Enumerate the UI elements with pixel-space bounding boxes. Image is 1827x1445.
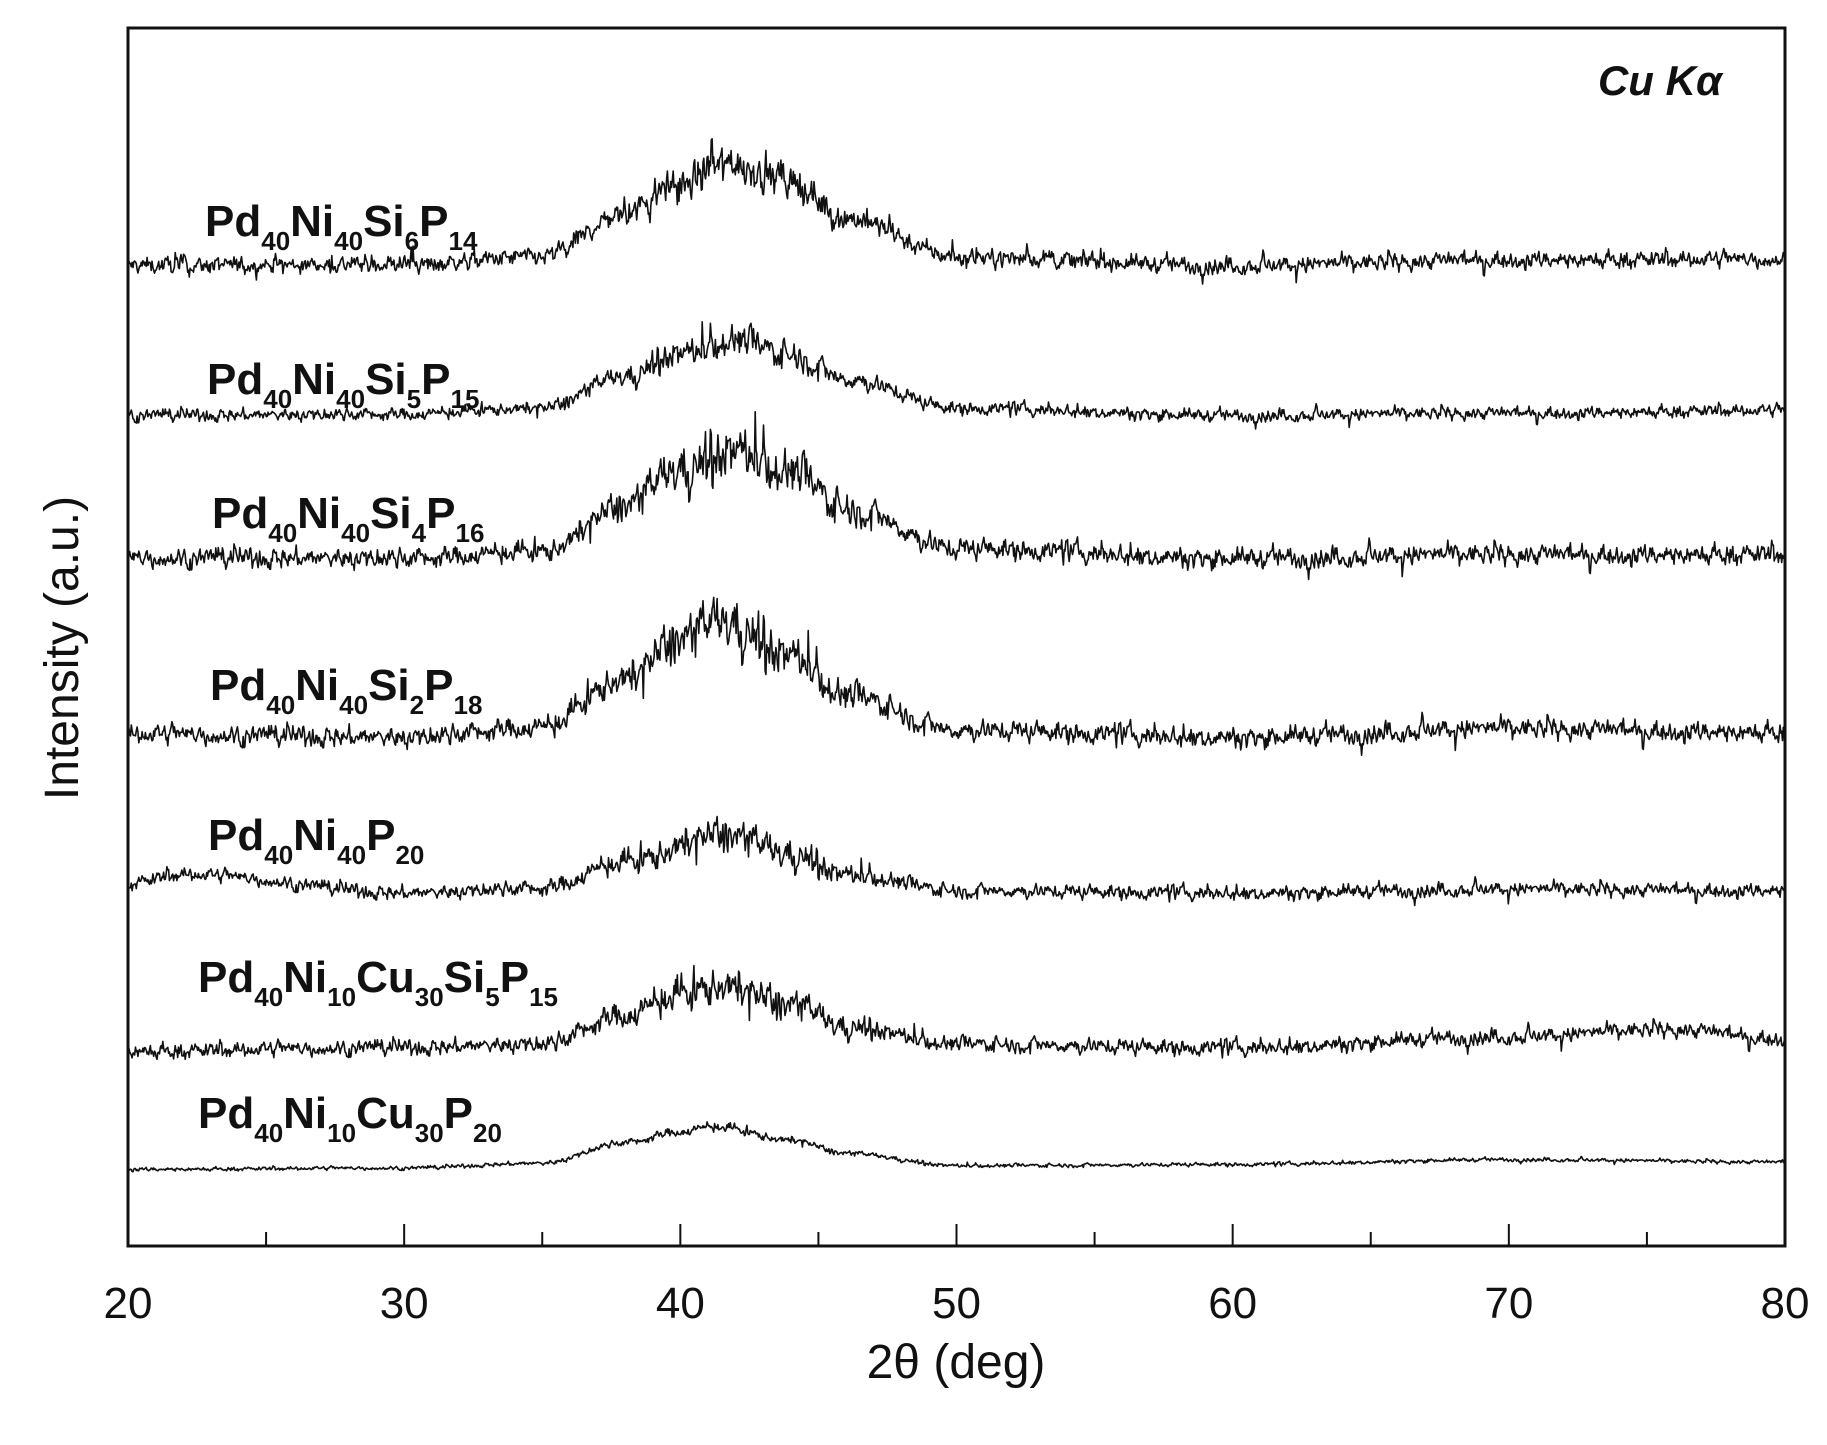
series-label-element: P xyxy=(500,953,529,1002)
series-label-subscript: 40 xyxy=(261,226,290,256)
xrd-trace xyxy=(127,1121,1786,1173)
series-label-subscript: 20 xyxy=(395,840,424,870)
series-label-subscript: 10 xyxy=(327,1118,356,1148)
series-label-element: Pd xyxy=(210,661,266,710)
series-traces xyxy=(127,138,1786,1173)
series-label: Pd40Ni10Cu30P20 xyxy=(198,1089,502,1148)
series-label-element: Ni xyxy=(290,197,334,246)
series-label-element: P xyxy=(444,1089,473,1138)
series-label-element: P xyxy=(366,811,395,860)
series-label-element: Si xyxy=(368,661,410,710)
x-tick-label: 30 xyxy=(380,1279,429,1328)
series-label-subscript: 40 xyxy=(339,690,368,720)
xrd-trace xyxy=(127,410,1786,581)
series-label-subscript: 40 xyxy=(266,690,295,720)
series-label-subscript: 5 xyxy=(407,384,421,414)
series-label: Pd40Ni40Si6P14 xyxy=(205,197,478,256)
xrd-trace xyxy=(127,815,1786,907)
series-label-subscript: 10 xyxy=(327,982,356,1012)
series-label-subscript: 40 xyxy=(336,384,365,414)
series-label-subscript: 40 xyxy=(334,226,363,256)
series-label-element: Ni xyxy=(283,1089,327,1138)
series-label-element: Cu xyxy=(356,1089,415,1138)
series-label-element: Pd xyxy=(198,1089,254,1138)
series-label-element: Ni xyxy=(295,661,339,710)
x-tick-label: 50 xyxy=(932,1279,981,1328)
series-label: Pd40Ni40Si5P15 xyxy=(207,355,479,414)
series-label-element: P xyxy=(426,489,455,538)
radiation-annotation: Cu Kα xyxy=(1598,57,1724,104)
series-label-element: Ni xyxy=(283,953,327,1002)
series-label: Pd40Ni10Cu30Si5P15 xyxy=(198,953,558,1012)
series-label: Pd40Ni40Si2P18 xyxy=(210,661,482,720)
x-axis-tick-labels: 20 30 40 50 60 70 80 xyxy=(104,1279,1810,1328)
xrd-trace xyxy=(127,138,1786,285)
xrd-trace xyxy=(127,321,1786,430)
series-label-element: Pd xyxy=(198,953,254,1002)
series-label-element: Ni xyxy=(297,489,341,538)
series-label-element: Si xyxy=(363,197,405,246)
series-label: Pd40Ni40P20 xyxy=(208,811,424,870)
series-label-subscript: 16 xyxy=(455,518,484,548)
series-label-element: Ni xyxy=(292,355,336,404)
x-axis-title: 2θ (deg) xyxy=(867,1336,1046,1389)
x-tick-label: 60 xyxy=(1208,1279,1257,1328)
series-label-subscript: 4 xyxy=(412,518,427,548)
series-label-subscript: 40 xyxy=(254,1118,283,1148)
series-label-subscript: 40 xyxy=(268,518,297,548)
series-label-subscript: 40 xyxy=(263,384,292,414)
x-tick-label: 20 xyxy=(104,1279,153,1328)
series-label-element: Pd xyxy=(207,355,263,404)
series-label-subscript: 2 xyxy=(410,690,424,720)
series-label-element: Si xyxy=(444,953,486,1002)
x-axis-ticks xyxy=(127,1224,1786,1246)
series-label-subscript: 40 xyxy=(254,982,283,1012)
series-label-element: Ni xyxy=(293,811,337,860)
series-label-element: P xyxy=(419,197,448,246)
series-label-element: P xyxy=(424,661,453,710)
series-label-subscript: 15 xyxy=(450,384,479,414)
y-axis-title: Intensity (a.u.) xyxy=(36,496,89,800)
series-label-element: Cu xyxy=(356,953,415,1002)
series-label-element: Si xyxy=(365,355,407,404)
series-label-subscript: 40 xyxy=(341,518,370,548)
x-tick-label: 40 xyxy=(656,1279,705,1328)
series-label-element: Pd xyxy=(208,811,264,860)
series-label-subscript: 20 xyxy=(473,1118,502,1148)
x-tick-label: 70 xyxy=(1484,1279,1533,1328)
series-label-subscript: 15 xyxy=(529,982,558,1012)
xrd-trace xyxy=(127,964,1786,1061)
series-labels: Pd40Ni40Si6P14Pd40Ni40Si5P15Pd40Ni40Si4P… xyxy=(198,197,558,1148)
series-label-element: Si xyxy=(370,489,412,538)
series-label-subscript: 14 xyxy=(448,226,477,256)
series-label-element: P xyxy=(421,355,450,404)
series-label-element: Pd xyxy=(212,489,268,538)
series-label-subscript: 30 xyxy=(415,982,444,1012)
series-label-subscript: 30 xyxy=(415,1118,444,1148)
series-label-element: Pd xyxy=(205,197,261,246)
series-label-subscript: 18 xyxy=(453,690,482,720)
series-label-subscript: 40 xyxy=(337,840,366,870)
xrd-trace xyxy=(127,596,1786,756)
series-label-subscript: 6 xyxy=(405,226,419,256)
series-label-subscript: 5 xyxy=(485,982,499,1012)
series-label-subscript: 40 xyxy=(264,840,293,870)
series-label: Pd40Ni40Si4P16 xyxy=(212,489,484,548)
x-tick-label: 80 xyxy=(1761,1279,1810,1328)
